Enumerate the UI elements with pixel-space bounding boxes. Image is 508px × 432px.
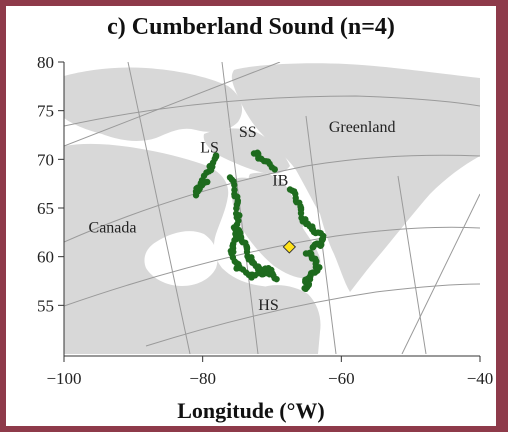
track-point xyxy=(297,209,305,217)
x-tick-label: −40 xyxy=(467,369,494,388)
x-tick-label: −80 xyxy=(189,369,216,388)
track-point xyxy=(273,275,280,283)
graticule xyxy=(64,62,480,354)
track-point xyxy=(301,285,308,292)
arctic-islands xyxy=(64,67,243,141)
y-ticks: 80 75 70 65 60 55 xyxy=(37,53,64,315)
region-label-ib: IB xyxy=(272,173,288,190)
track-point xyxy=(268,266,275,274)
map-area xyxy=(64,62,480,354)
y-tick-label: 70 xyxy=(37,150,54,169)
region-label-ss: SS xyxy=(239,124,257,141)
region-label-canada: Canada xyxy=(89,219,137,236)
hudson-bay xyxy=(144,231,218,286)
y-tick-label: 55 xyxy=(37,296,54,315)
x-axis-label: Longitude (°W) xyxy=(177,398,325,423)
track-point xyxy=(309,244,316,251)
track-point xyxy=(204,178,211,186)
track-point xyxy=(271,166,278,173)
region-labels: Greenland Canada SS LS IB HS xyxy=(89,119,396,314)
x-tick-label: −60 xyxy=(328,369,355,388)
x-tick-label: −100 xyxy=(46,369,81,388)
tracking-points xyxy=(192,149,327,293)
y-tick-label: 65 xyxy=(37,199,54,218)
y-tick-label: 80 xyxy=(37,53,54,72)
map-svg: 80 75 70 65 60 55 −100 −80 −60 −40 Greenland Cana… xyxy=(37,53,493,388)
y-tick-label: 60 xyxy=(37,248,54,267)
chart-title: c) Cumberland Sound (n=4) xyxy=(107,14,395,40)
region-label-greenland: Greenland xyxy=(329,119,396,136)
track-point xyxy=(236,212,243,219)
baffin-island xyxy=(232,177,321,279)
x-ticks: −100 −80 −60 −40 xyxy=(46,356,493,388)
track-point xyxy=(233,205,240,212)
region-label-hs: HS xyxy=(258,297,278,314)
figure-panel: c) Cumberland Sound (n=4) xyxy=(6,6,496,426)
track-point xyxy=(231,181,238,189)
greenland-land xyxy=(231,63,480,292)
y-tick-label: 75 xyxy=(37,102,54,121)
region-label-ls: LS xyxy=(200,140,219,157)
tag-location-marker xyxy=(282,240,297,254)
